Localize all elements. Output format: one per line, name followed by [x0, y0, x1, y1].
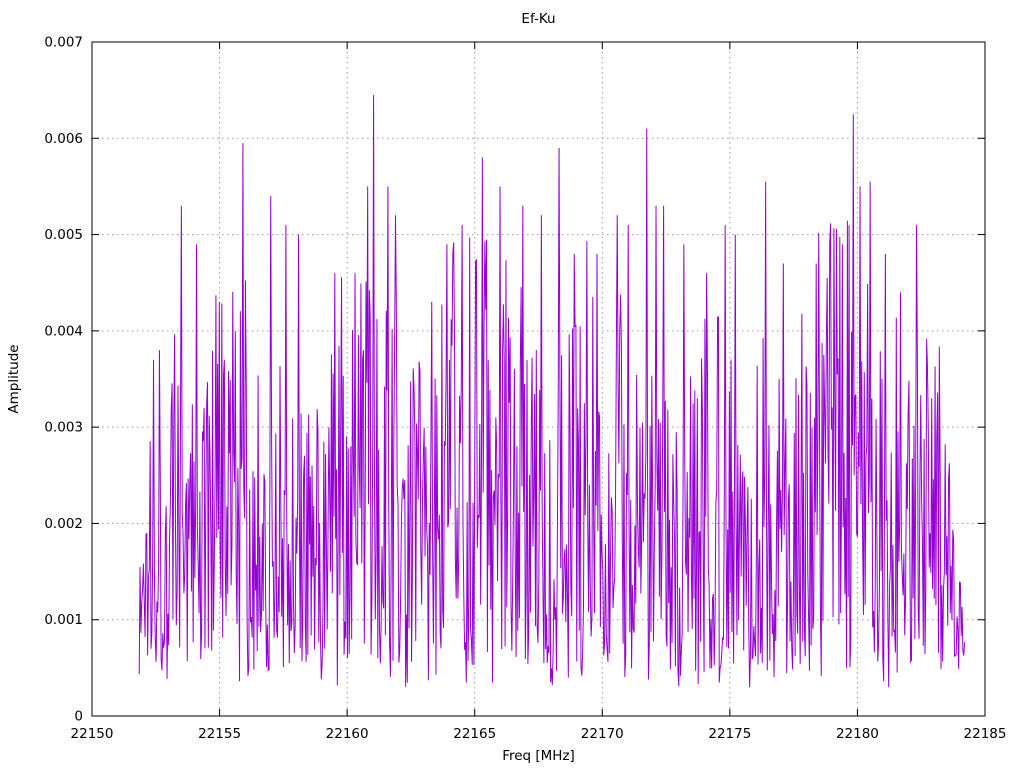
y-tick-label: 0.005 — [44, 227, 83, 243]
y-tick-label: 0.001 — [44, 612, 83, 628]
y-tick-label: 0.007 — [44, 35, 83, 51]
x-tick-label: 22170 — [581, 726, 624, 742]
x-axis-label: Freq [MHz] — [502, 748, 575, 764]
x-tick-label: 22155 — [198, 726, 241, 742]
y-axis-label: Amplitude — [6, 344, 22, 414]
x-tick-label: 22175 — [708, 726, 751, 742]
y-tick-label: 0.003 — [44, 420, 83, 436]
x-tick-label: 22150 — [71, 726, 114, 742]
y-tick-label: 0.004 — [44, 323, 83, 339]
chart-title: Ef-Ku — [521, 11, 556, 27]
y-tick-label: 0.002 — [44, 516, 83, 532]
x-tick-label: 22160 — [326, 726, 369, 742]
plot-border — [91, 41, 986, 717]
y-tick-label: 0 — [74, 709, 83, 725]
y-tick-label: 0.006 — [44, 131, 83, 147]
data-series — [138, 94, 966, 688]
x-tick-label: 22165 — [453, 726, 496, 742]
x-tick-label: 22180 — [836, 726, 879, 742]
x-tick-label: 22185 — [964, 726, 1007, 742]
